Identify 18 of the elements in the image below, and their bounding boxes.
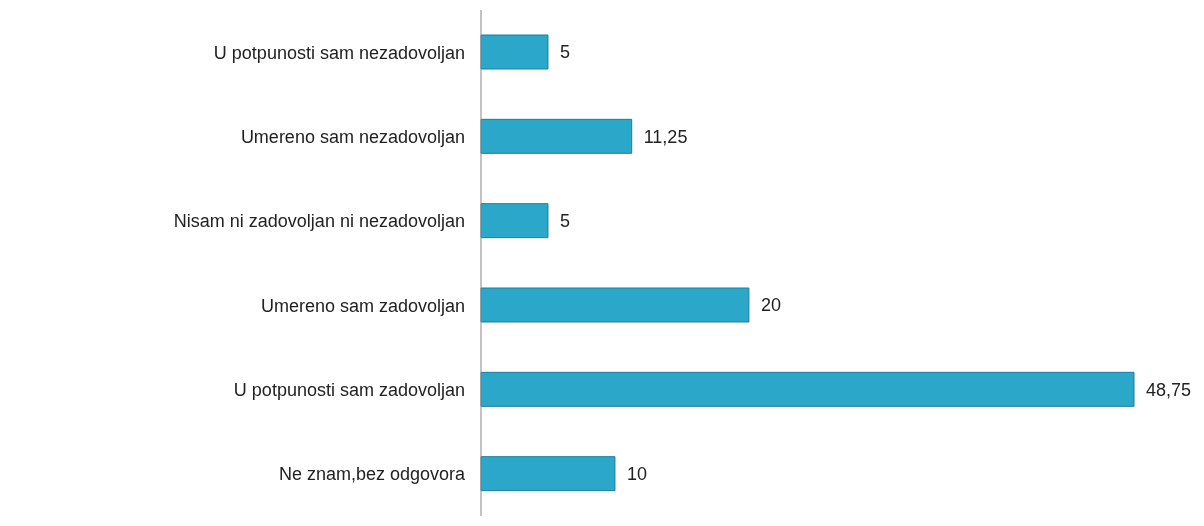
data-label: 48,75 xyxy=(1146,379,1192,400)
data-label: 5 xyxy=(559,42,570,63)
bar xyxy=(480,118,633,154)
bar xyxy=(480,371,1135,407)
y-tick-label: U potpunosti sam nezadovoljan xyxy=(213,42,465,63)
data-label: 10 xyxy=(626,464,647,485)
y-tick-label: Ne znam,bez odgovora xyxy=(278,464,466,485)
data-label: 20 xyxy=(760,295,781,316)
bar xyxy=(480,34,549,70)
y-tick-label: Umereno sam nezadovoljan xyxy=(240,126,465,147)
data-label: 11,25 xyxy=(643,126,688,147)
bar xyxy=(480,456,616,492)
bar xyxy=(480,203,549,239)
data-label: 5 xyxy=(559,211,570,232)
y-tick-label: Umereno sam zadovoljan xyxy=(260,295,465,316)
y-tick-label: U potpunosti sam zadovoljan xyxy=(233,379,465,400)
bar xyxy=(480,287,750,323)
y-tick-label: Nisam ni zadovoljan ni nezadovoljan xyxy=(173,211,465,232)
